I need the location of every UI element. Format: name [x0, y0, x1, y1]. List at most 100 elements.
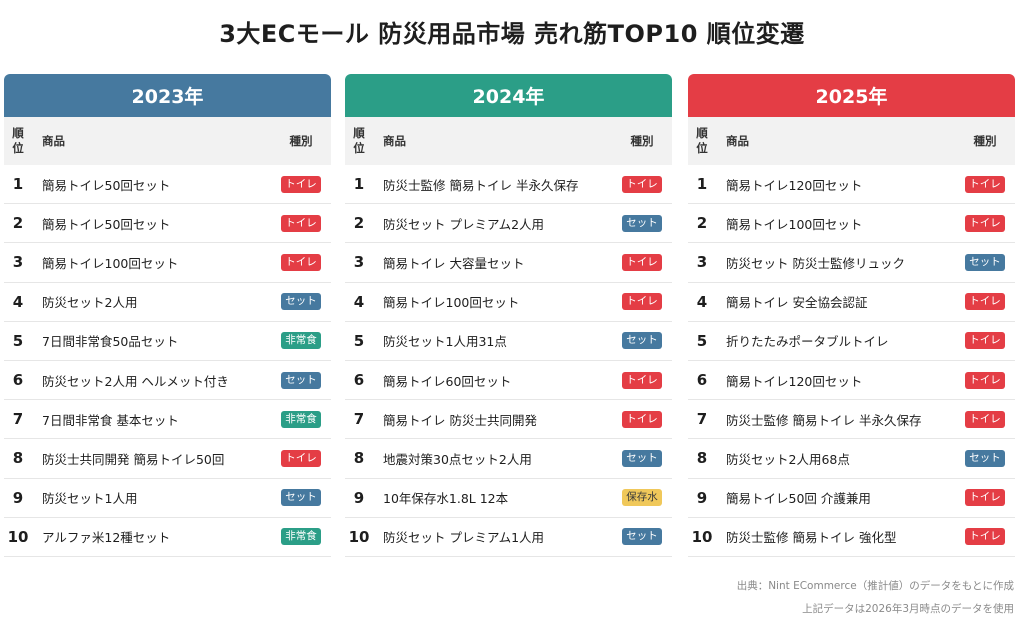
- ranking-row: 10 防災セット プレミアム1人用 セット: [345, 518, 672, 557]
- category-cell: セット: [271, 489, 331, 507]
- category-cell: トイレ: [271, 253, 331, 271]
- rank-number: 6: [12, 371, 24, 390]
- category-cell: トイレ: [955, 214, 1015, 232]
- category-badge: セット: [281, 489, 321, 507]
- product-name: 簡易トイレ120回セット: [726, 373, 863, 389]
- product-name: 防災セット1人用: [42, 491, 138, 507]
- category-cell: セット: [612, 449, 672, 467]
- category-badge: トイレ: [622, 410, 662, 428]
- product-name: 7日間非常食50品セット: [42, 334, 179, 350]
- category-badge: 非常食: [281, 332, 321, 350]
- category-badge: セット: [622, 214, 662, 232]
- ranking-row: 6 簡易トイレ60回セット トイレ: [345, 361, 672, 401]
- rank-number: 10: [7, 527, 29, 546]
- category-badge: セット: [965, 253, 1005, 271]
- category-cell: トイレ: [612, 410, 672, 428]
- product-name: 10年保存水1.8L 12本: [383, 491, 509, 507]
- rank-number: 2: [696, 214, 708, 233]
- ranking-row: 2 簡易トイレ100回セット トイレ: [688, 204, 1015, 244]
- column-name-label: 商品: [383, 134, 406, 148]
- category-badge: トイレ: [965, 528, 1005, 546]
- ranking-row: 3 簡易トイレ100回セット トイレ: [4, 243, 331, 283]
- category-badge: トイレ: [965, 410, 1005, 428]
- product-name: 簡易トイレ100回セット: [42, 255, 179, 271]
- column-type-label: 種別: [630, 134, 654, 148]
- category-badge: トイレ: [965, 214, 1005, 232]
- column-name-label: 商品: [726, 134, 749, 148]
- ranking-row: 4 簡易トイレ100回セット トイレ: [345, 283, 672, 322]
- ranking-panel-2023: 2023年 順位 商品 種別 1 簡易トイレ50回セット トイレ 2 簡易トイレ50回セ…: [4, 74, 331, 557]
- rank-number: 2: [12, 214, 24, 233]
- product-name: 防災セット2人用68点: [726, 451, 850, 467]
- product-name: 防災士監修 簡易トイレ 強化型: [726, 530, 897, 546]
- column-header: 順位 商品 種別: [4, 117, 331, 165]
- category-badge: 非常食: [281, 410, 321, 428]
- ranking-panel-2024: 2024年 順位 商品 種別 1 防災士監修 簡易トイレ 半永久保存 トイレ 2 防災セ…: [345, 74, 672, 557]
- ranking-row: 2 防災セット プレミアム2人用 セット: [345, 204, 672, 244]
- category-badge: トイレ: [281, 214, 321, 232]
- page-title: 3大ECモール 防災用品市場 売れ筋TOP10 順位変遷: [219, 20, 805, 48]
- panel-year-header: 2024年: [345, 74, 672, 117]
- ranking-row: 5 折りたたみポータブルトイレ トイレ: [688, 322, 1015, 361]
- category-badge: トイレ: [965, 489, 1005, 507]
- category-cell: トイレ: [271, 449, 331, 467]
- category-cell: セット: [271, 293, 331, 311]
- ranking-row: 4 防災セット2人用 セット: [4, 283, 331, 322]
- category-badge: トイレ: [281, 175, 321, 193]
- category-cell: トイレ: [612, 175, 672, 193]
- panel-year-header: 2025年: [688, 74, 1015, 117]
- ranking-row: 1 防災士監修 簡易トイレ 半永久保存 トイレ: [345, 165, 672, 205]
- category-cell: トイレ: [271, 214, 331, 232]
- ranking-row: 10 アルファ米12種セット 非常食: [4, 518, 331, 557]
- product-name: 防災士監修 簡易トイレ 半永久保存: [726, 412, 922, 428]
- rank-number: 8: [353, 449, 365, 468]
- product-name: 防災セット プレミアム1人用: [383, 530, 545, 546]
- product-name: 防災士共同開発 簡易トイレ50回: [42, 451, 225, 467]
- ranking-row: 6 防災セット2人用 ヘルメット付き セット: [4, 361, 331, 401]
- product-name: 簡易トイレ50回セット: [42, 177, 171, 193]
- ranking-row: 9 10年保存水1.8L 12本 保存水: [345, 479, 672, 518]
- ranking-panel-2025: 2025年 順位 商品 種別 1 簡易トイレ120回セット トイレ 2 簡易トイレ100…: [688, 74, 1015, 557]
- product-name: 防災セット2人用: [42, 295, 138, 311]
- category-cell: セット: [955, 449, 1015, 467]
- category-badge: セット: [622, 528, 662, 546]
- product-name: 簡易トイレ 防災士共同開発: [383, 412, 537, 428]
- rank-number: 7: [12, 410, 24, 429]
- ranking-row: 5 7日間非常食50品セット 非常食: [4, 322, 331, 361]
- category-badge: トイレ: [622, 175, 662, 193]
- column-header: 順位 商品 種別: [345, 117, 672, 165]
- ranking-row: 3 防災セット 防災士監修リュック セット: [688, 243, 1015, 283]
- category-cell: セット: [612, 214, 672, 232]
- category-badge: トイレ: [965, 293, 1005, 311]
- ranking-row: 9 簡易トイレ50回 介護兼用 トイレ: [688, 479, 1015, 518]
- ranking-row: 7 7日間非常食 基本セット 非常食: [4, 400, 331, 440]
- category-cell: トイレ: [955, 332, 1015, 350]
- category-cell: トイレ: [955, 293, 1015, 311]
- category-badge: トイレ: [281, 253, 321, 271]
- category-badge: トイレ: [622, 293, 662, 311]
- ranking-row: 1 簡易トイレ120回セット トイレ: [688, 165, 1015, 205]
- rank-number: 9: [12, 488, 24, 507]
- ranking-row: 5 防災セット1人用31点 セット: [345, 322, 672, 361]
- ranking-row: 7 簡易トイレ 防災士共同開発 トイレ: [345, 400, 672, 440]
- category-badge: 保存水: [622, 489, 662, 507]
- rank-number: 4: [353, 292, 365, 311]
- column-type-label: 種別: [973, 134, 997, 148]
- rank-number: 3: [353, 253, 365, 272]
- panel-year-header: 2023年: [4, 74, 331, 117]
- category-cell: 非常食: [271, 332, 331, 350]
- rank-number: 4: [696, 292, 708, 311]
- rank-number: 8: [12, 449, 24, 468]
- product-name: 防災士監修 簡易トイレ 半永久保存: [383, 177, 579, 193]
- ranking-row: 8 防災士共同開発 簡易トイレ50回 トイレ: [4, 439, 331, 479]
- rank-number: 5: [696, 331, 708, 350]
- category-badge: 非常食: [281, 528, 321, 546]
- rank-number: 1: [353, 175, 365, 194]
- ranking-row: 1 簡易トイレ50回セット トイレ: [4, 165, 331, 205]
- product-name: 折りたたみポータブルトイレ: [726, 334, 889, 350]
- product-name: 防災セット プレミアム2人用: [383, 216, 545, 232]
- product-name: アルファ米12種セット: [42, 530, 171, 546]
- ranking-row: 3 簡易トイレ 大容量セット トイレ: [345, 243, 672, 283]
- category-badge: トイレ: [281, 449, 321, 467]
- category-badge: セット: [622, 449, 662, 467]
